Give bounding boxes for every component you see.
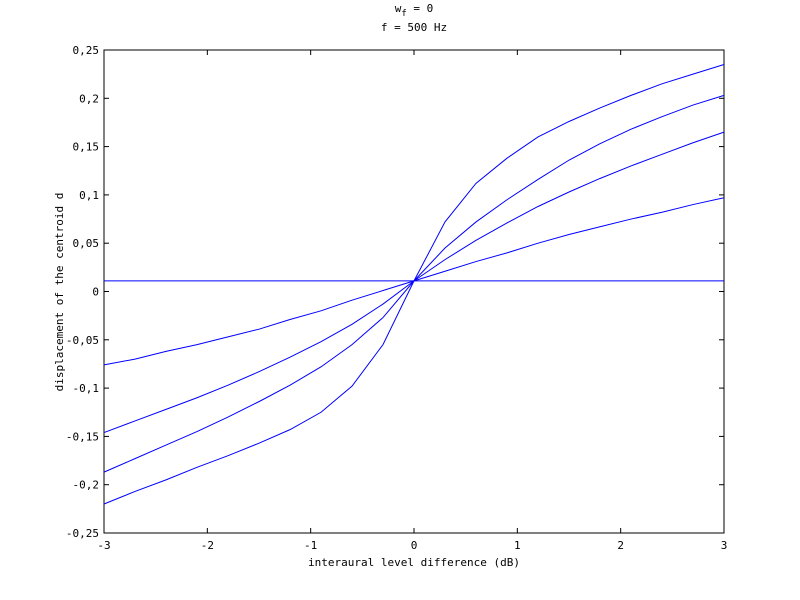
x-tick-label: 1 (514, 539, 521, 552)
y-tick-label: 0,1 (79, 189, 99, 202)
x-axis-label: interaural level difference (dB) (308, 556, 520, 569)
x-tick-label: 2 (617, 539, 624, 552)
y-tick-label: -0,25 (66, 527, 99, 540)
chart-title: wf = 0 (395, 2, 434, 19)
y-tick-label: -0,15 (66, 430, 99, 443)
y-axis-label: displacement of the centroid d (53, 193, 66, 392)
title-rest: = 0 (407, 2, 434, 15)
y-tick-label: -0,2 (73, 479, 100, 492)
y-tick-label: 0 (92, 286, 99, 299)
x-tick-label: -2 (201, 539, 214, 552)
data-line (103, 64, 725, 505)
y-tick-label: -0,05 (66, 334, 99, 347)
data-line (103, 131, 725, 434)
title-main: w (395, 2, 402, 15)
data-line (103, 94, 725, 473)
y-tick-label: -0,1 (73, 382, 100, 395)
y-tick-label: 0,2 (79, 92, 99, 105)
x-tick-label: 3 (721, 539, 728, 552)
y-tick-label: 0,05 (73, 237, 100, 250)
plot-frame (103, 49, 725, 534)
x-tick-label: 0 (411, 539, 418, 552)
x-tick-label: -3 (97, 539, 110, 552)
title-subscript: f (401, 9, 406, 19)
chart-subtitle: f = 500 Hz (381, 21, 447, 34)
y-tick-label: 0,15 (73, 141, 100, 154)
x-tick-label: -1 (304, 539, 317, 552)
y-tick-label: 0,25 (73, 44, 100, 57)
